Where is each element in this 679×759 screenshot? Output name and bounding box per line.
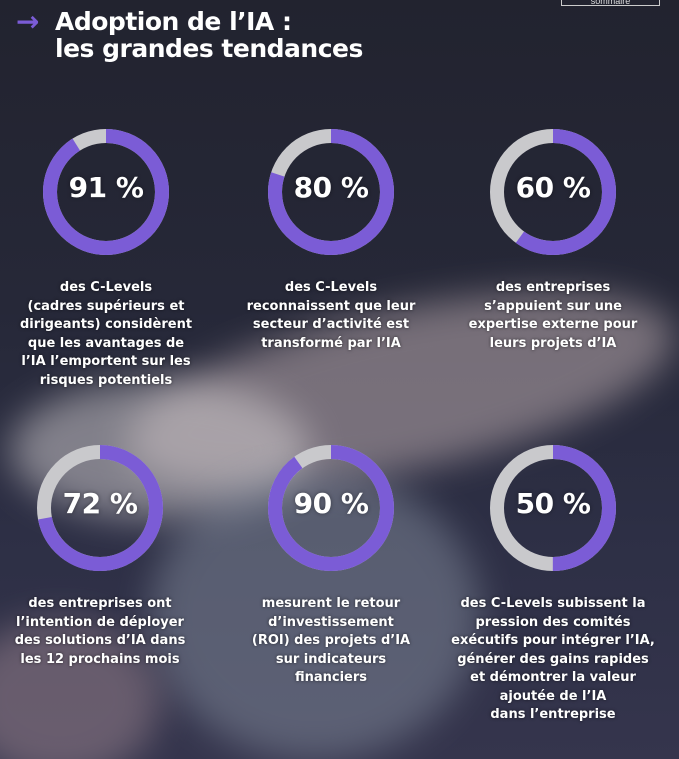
donut-chart (268, 129, 394, 255)
stat-card: 90 % mesurent le retour d’investissement… (221, 445, 441, 688)
title-line-2: les grandes tendances (55, 34, 363, 63)
arrow-right-icon: → (16, 5, 40, 38)
donut-value-arc (268, 445, 394, 571)
stat-description: des C-Levels reconnaissent que leur sect… (246, 280, 416, 351)
stat-description: des C-Levels (cadres supérieurs et dirig… (19, 280, 193, 388)
percentage-label: 50 % (515, 487, 591, 520)
stat-card: 80 % des C-Levels reconnaissent que leur… (221, 129, 441, 353)
percentage-label: 72 % (62, 487, 138, 520)
donut-value-arc (490, 445, 616, 571)
donut-chart (43, 129, 169, 255)
donut-value-arc (37, 445, 163, 571)
percentage-label: 80 % (293, 171, 369, 204)
stat-description: des entreprises s’appuient sur une exper… (468, 280, 638, 351)
donut-value-arc (268, 129, 394, 255)
donut-chart (490, 129, 616, 255)
percentage-label: 91 % (68, 171, 144, 204)
stat-description: mesurent le retour d’investissement (ROI… (251, 596, 411, 685)
stat-description: des C-Levels subissent la pression des c… (451, 596, 655, 722)
stat-card: 91 % des C-Levels (cadres supérieurs et … (0, 129, 216, 390)
stat-card: 72 % des entreprises ont l’intention de … (0, 445, 210, 669)
percentage-label: 60 % (515, 171, 591, 204)
donut-chart (268, 445, 394, 571)
stat-description: des entreprises ont l’intention de déplo… (14, 596, 186, 667)
title-line-1: Adoption de l’IA : (55, 7, 292, 36)
percentage-label: 90 % (293, 487, 369, 520)
donut-chart (37, 445, 163, 571)
donut-value-arc (43, 129, 169, 255)
stat-card: 60 % des entreprises s’appuient sur une … (443, 129, 663, 353)
sommaire-button[interactable]: sommaire (561, 0, 660, 6)
donut-chart (490, 445, 616, 571)
page-title: Adoption de l’IA : les grandes tendances (55, 8, 363, 62)
stat-card: 50 % des C-Levels subissent la pression … (443, 445, 663, 725)
donut-value-arc (490, 129, 616, 255)
